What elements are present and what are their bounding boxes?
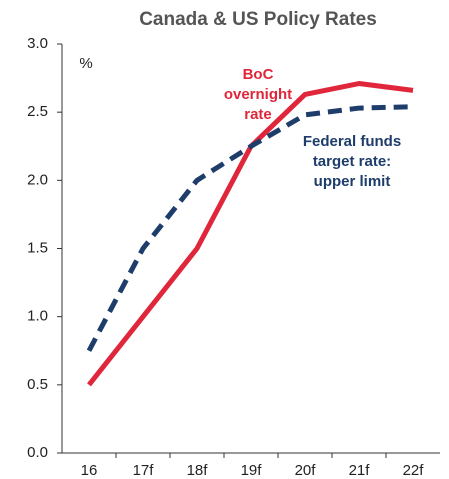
x-tick-label: 18f bbox=[187, 462, 209, 479]
y-tick-label: 3.0 bbox=[27, 35, 48, 52]
y-tick-label: 1.5 bbox=[27, 239, 48, 256]
series-line bbox=[86, 104, 414, 352]
y-tick-label: 2.5 bbox=[27, 103, 48, 120]
x-tick-label: 19f bbox=[241, 462, 263, 479]
series-label: upper limit bbox=[314, 173, 391, 190]
series-label: rate bbox=[244, 106, 272, 123]
x-tick-label: 22f bbox=[403, 462, 425, 479]
series-label: target rate: bbox=[313, 153, 391, 170]
chart-title: Canada & US Policy Rates bbox=[139, 9, 377, 30]
y-unit: % bbox=[79, 55, 92, 72]
y-tick-label: 0.5 bbox=[27, 376, 48, 393]
series-label: Federal funds bbox=[303, 133, 401, 150]
series-line bbox=[87, 81, 414, 387]
x-tick-label: 16 bbox=[81, 462, 98, 479]
series-label: BoC bbox=[243, 66, 274, 83]
y-tick-label: 2.0 bbox=[27, 171, 48, 188]
y-tick-label: 1.0 bbox=[27, 308, 48, 325]
y-tick-label: 0.0 bbox=[27, 444, 48, 461]
series-label: overnight bbox=[224, 86, 292, 103]
x-tick-label: 21f bbox=[349, 462, 371, 479]
x-tick-label: 20f bbox=[295, 462, 317, 479]
x-tick-label: 17f bbox=[133, 462, 155, 479]
